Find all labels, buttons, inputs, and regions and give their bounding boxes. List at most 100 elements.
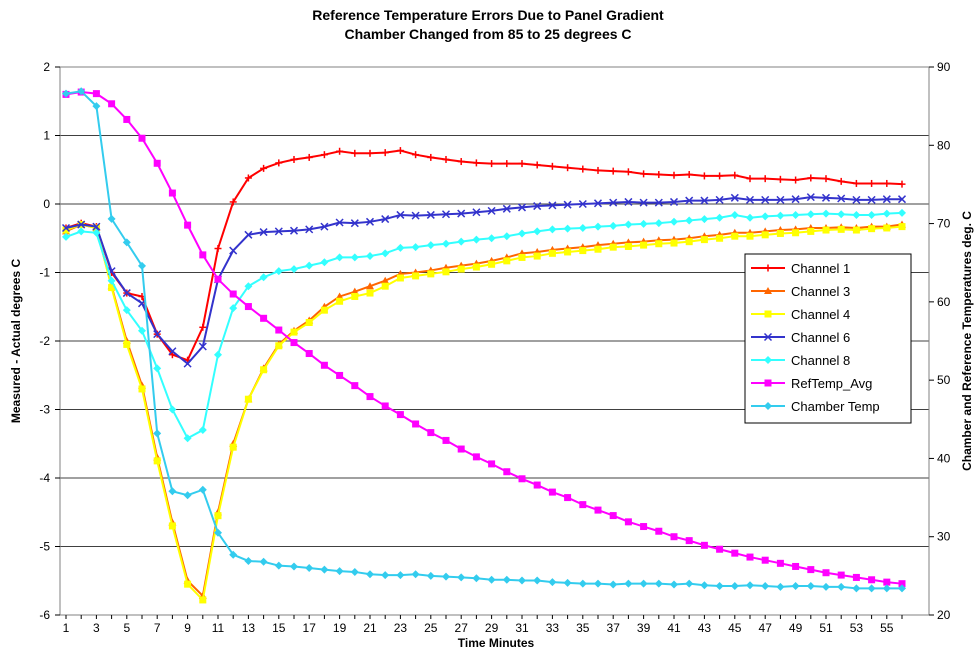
data-point — [123, 340, 131, 348]
series-line — [65, 196, 902, 365]
legend-label: Channel 6 — [791, 330, 850, 345]
data-point — [533, 161, 541, 169]
data-point — [244, 174, 252, 182]
data-point — [654, 219, 663, 228]
data-point — [624, 197, 633, 206]
data-point — [396, 411, 404, 419]
data-point — [655, 171, 663, 179]
data-point — [350, 287, 359, 295]
data-point — [594, 166, 602, 174]
data-point — [898, 580, 906, 588]
data-point — [730, 210, 739, 219]
data-point — [365, 217, 375, 226]
legend-box — [744, 253, 912, 424]
y2-tick-label: 30 — [937, 530, 951, 544]
data-point — [199, 251, 207, 259]
data-point — [791, 582, 800, 591]
data-point — [609, 243, 617, 251]
legend-label: Channel 8 — [791, 353, 850, 368]
data-point — [791, 195, 800, 204]
data-point — [731, 171, 739, 179]
data-point — [62, 89, 70, 98]
data-point — [229, 443, 237, 451]
y2-axis-title: Chamber and Reference Temperatures deg. … — [960, 211, 974, 471]
data-point — [898, 208, 906, 217]
data-point — [168, 522, 176, 530]
data-point — [715, 195, 724, 204]
data-point — [183, 359, 192, 368]
data-point — [153, 159, 161, 167]
data-point — [776, 582, 785, 591]
legend-item: Channel 4 — [751, 307, 850, 322]
data-point — [138, 385, 146, 393]
data-point — [609, 580, 618, 589]
data-point — [837, 177, 845, 185]
y2-tick-label: 40 — [937, 451, 951, 465]
data-point — [457, 573, 466, 582]
data-point — [457, 237, 466, 246]
data-point — [669, 197, 679, 206]
x-tick-label: 53 — [850, 621, 864, 635]
data-point — [335, 567, 344, 576]
data-point — [487, 575, 496, 584]
data-point — [472, 453, 480, 461]
data-point — [336, 297, 344, 305]
data-point — [275, 342, 283, 350]
data-point — [335, 292, 344, 300]
data-point — [199, 323, 207, 331]
chart-subtitle: Chamber Changed from 85 to 25 degrees C — [344, 26, 631, 42]
data-point — [791, 210, 800, 219]
data-point — [852, 584, 861, 593]
data-point — [275, 159, 283, 167]
data-point — [107, 276, 116, 285]
data-point — [351, 149, 359, 157]
data-point — [61, 223, 71, 233]
data-point — [579, 165, 587, 173]
data-point — [457, 158, 465, 166]
data-point — [183, 491, 192, 500]
data-point — [700, 236, 708, 244]
data-point — [305, 319, 313, 327]
x-tick-label: 41 — [667, 621, 681, 635]
legend-label: Chamber Temp — [791, 399, 880, 414]
data-point — [289, 226, 299, 235]
data-point — [685, 196, 694, 205]
data-point — [821, 193, 831, 202]
data-point — [837, 210, 846, 219]
data-point — [260, 366, 268, 374]
left-y-axis: -6 -5 -4 -3 -2 -1 0 1 2 — [39, 60, 60, 622]
x-tick-label: 3 — [93, 621, 100, 635]
y-tick-label: -1 — [39, 266, 50, 280]
data-point — [700, 196, 709, 205]
x-tick-label: 45 — [728, 621, 742, 635]
data-point — [776, 559, 784, 567]
data-point — [624, 168, 632, 176]
data-point — [244, 282, 253, 291]
x-tick-label: 7 — [154, 621, 161, 635]
y-tick-label: -2 — [39, 334, 50, 348]
data-point — [229, 290, 237, 298]
y-tick-label: 2 — [43, 60, 50, 74]
data-point — [92, 90, 100, 98]
data-point — [351, 292, 359, 300]
data-point — [745, 195, 755, 204]
data-point — [518, 160, 526, 168]
data-point — [670, 533, 678, 541]
data-point — [563, 578, 572, 587]
data-point — [897, 195, 907, 204]
data-point — [548, 488, 556, 496]
data-point — [138, 261, 146, 270]
data-point — [776, 175, 784, 183]
data-point — [290, 328, 298, 336]
data-point — [320, 306, 328, 314]
data-point — [761, 195, 770, 204]
data-point — [366, 252, 374, 261]
legend-item: Channel 3 — [751, 284, 850, 299]
data-point — [199, 596, 207, 604]
x-tick-label: 13 — [242, 621, 256, 635]
data-point — [822, 209, 830, 218]
y-tick-label: -5 — [39, 540, 50, 554]
data-point — [715, 213, 724, 222]
data-point — [183, 434, 192, 443]
